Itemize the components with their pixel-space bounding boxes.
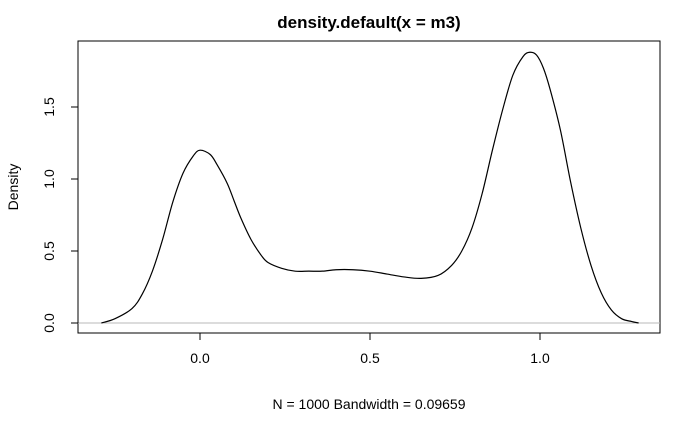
x-tick-label: 0.5 xyxy=(360,350,380,366)
y-axis-label: Density xyxy=(5,164,21,211)
density-curve xyxy=(101,51,639,324)
y-tick-label: 0.0 xyxy=(41,313,57,333)
plot-frame xyxy=(77,40,661,334)
y-axis: 0.0 0.5 1.0 1.5 xyxy=(41,97,79,333)
y-tick-label: 1.5 xyxy=(41,97,57,117)
x-tick-label: 1.0 xyxy=(530,350,550,366)
x-axis: 0.0 0.5 1.0 xyxy=(190,332,550,366)
x-tick-label: 0.0 xyxy=(190,350,210,366)
chart-title: density.default(x = m3) xyxy=(277,13,460,32)
y-tick-label: 1.0 xyxy=(41,169,57,189)
x-axis-label: N = 1000 Bandwidth = 0.09659 xyxy=(272,396,465,412)
y-tick-label: 0.5 xyxy=(41,241,57,261)
